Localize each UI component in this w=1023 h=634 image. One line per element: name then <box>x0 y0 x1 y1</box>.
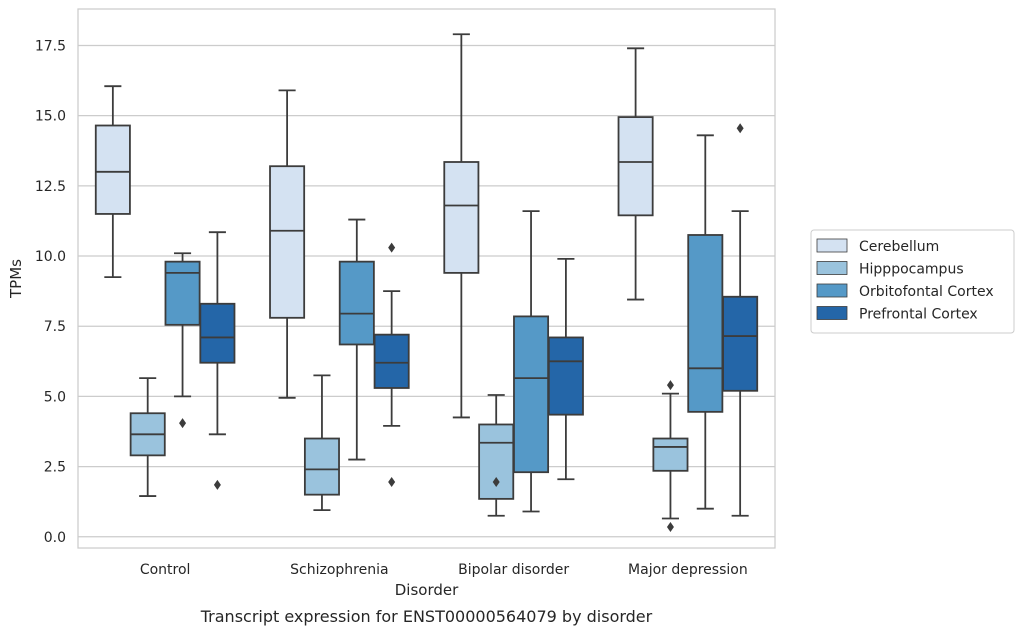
box <box>129 377 166 497</box>
box <box>547 257 584 481</box>
y-axis-label: TPMs <box>7 259 25 299</box>
box <box>617 47 654 301</box>
y-tick-label: 17.5 <box>35 38 66 54</box>
box <box>443 33 480 419</box>
box-body <box>373 333 410 389</box>
legend-item: Orbitofontal Cortex <box>816 283 994 300</box>
box-body <box>547 336 584 416</box>
y-tick-label: 7.5 <box>44 319 66 335</box>
box-body <box>652 437 689 472</box>
y-tick-label: 15.0 <box>35 109 66 125</box>
legend-label: Orbitofontal Cortex <box>859 284 994 300</box>
y-tick-label: 5.0 <box>44 389 66 405</box>
box-body <box>687 234 724 413</box>
box-body <box>303 437 340 496</box>
box-body <box>513 315 550 474</box>
box <box>478 394 515 517</box>
legend-label: Prefrontal Cortex <box>859 307 978 323</box>
box <box>303 374 340 512</box>
legend-label: Cerebellum <box>859 239 939 255</box>
legend: Cerebellum Hipppocampus Orbitofontal Corte… <box>810 229 1015 334</box>
outlier-point <box>666 521 674 532</box>
box <box>199 231 236 490</box>
box <box>94 85 131 278</box>
box <box>722 123 759 517</box>
box <box>373 242 410 488</box>
y-tick-label: 2.5 <box>44 460 66 476</box>
outlier-point <box>666 380 674 391</box>
box-body <box>269 165 306 319</box>
series-prefrontal-cortex <box>199 123 759 517</box>
box-series <box>94 33 759 532</box>
x-tick-label: Control <box>140 562 191 578</box>
y-tick-label: 10.0 <box>35 249 66 265</box>
outlier-point <box>179 418 187 429</box>
box-body <box>164 260 201 326</box>
x-tick-label: Bipolar disorder <box>458 562 569 578</box>
outlier-point <box>213 479 221 490</box>
y-tick-labels: 0.0 2.5 5.0 7.5 10.0 12.5 15.0 17.5 <box>35 38 66 545</box>
box <box>652 380 689 532</box>
outlier-point <box>492 477 500 488</box>
series-orbitofontal-cortex <box>164 134 724 513</box>
box-body <box>338 260 375 346</box>
outlier-point <box>736 123 744 134</box>
legend-item: Prefrontal Cortex <box>816 306 978 323</box>
y-tick-label: 12.5 <box>35 179 66 195</box>
series-cerebellum <box>94 33 654 419</box>
box-body <box>478 423 515 500</box>
legend-swatch <box>816 283 848 298</box>
x-tick-labels: Control Schizophrenia Bipolar disorder Majo… <box>140 562 748 578</box>
x-axis-label: Disorder <box>395 581 459 599</box>
legend-label: Hipppocampus <box>859 262 964 278</box>
legend-swatch <box>816 261 848 275</box>
box-body <box>199 302 236 364</box>
box <box>687 134 724 510</box>
legend-swatch <box>816 306 848 320</box>
x-tick-label: Schizophrenia <box>290 562 388 578</box>
box <box>338 218 375 461</box>
box-body <box>443 161 480 274</box>
y-tick-label: 0.0 <box>44 530 66 546</box>
outlier-point <box>388 242 396 253</box>
legend-item: Cerebellum <box>816 238 939 255</box>
gridlines <box>78 44 775 538</box>
box-body <box>722 295 759 392</box>
outlier-point <box>388 477 396 488</box>
legend-frame <box>810 229 1015 334</box>
legend-swatch <box>816 238 848 253</box>
chart-caption: Transcript expression for ENST0000056407… <box>200 607 653 626</box>
series-hipppocampus <box>129 374 689 532</box>
plot-area <box>77 8 776 549</box>
box-body <box>94 124 131 215</box>
box <box>164 252 201 429</box>
legend-item: Hipppocampus <box>816 261 964 278</box>
x-tick-label: Major depression <box>628 562 748 578</box>
box-body <box>617 116 654 217</box>
box <box>269 89 306 399</box>
